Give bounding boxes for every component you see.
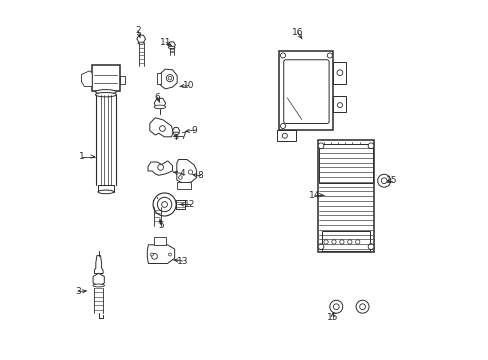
Text: 12: 12 [183,200,195,209]
Circle shape [333,304,339,310]
Bar [92,65,120,91]
Ellipse shape [154,105,165,109]
Polygon shape [120,76,125,84]
Bar [276,130,296,141]
Text: 5: 5 [158,220,163,230]
Ellipse shape [98,190,114,194]
Ellipse shape [138,42,144,44]
Circle shape [280,53,285,58]
Bar [177,182,191,189]
Circle shape [280,123,285,129]
Polygon shape [81,71,92,86]
Circle shape [347,240,351,244]
Polygon shape [177,159,196,183]
Circle shape [151,253,157,259]
Circle shape [150,253,153,256]
Circle shape [168,76,171,80]
Ellipse shape [153,206,161,208]
Circle shape [153,193,176,216]
Bar [321,231,369,251]
Circle shape [367,244,373,249]
Ellipse shape [95,93,116,97]
Bar [153,237,166,245]
Circle shape [318,244,323,249]
Text: 3: 3 [75,287,81,296]
Circle shape [359,304,365,310]
Text: 8: 8 [197,171,203,180]
Polygon shape [94,256,103,274]
Circle shape [337,103,342,108]
Circle shape [377,174,390,187]
Circle shape [336,70,342,76]
Text: 16: 16 [291,28,303,37]
Text: 11: 11 [160,38,171,47]
Circle shape [339,240,344,244]
Text: 6: 6 [154,93,160,102]
Text: 1: 1 [79,152,84,161]
Ellipse shape [93,284,104,287]
Polygon shape [160,69,177,89]
Circle shape [162,202,167,207]
Text: 2: 2 [135,26,141,35]
Circle shape [159,126,165,131]
Circle shape [355,300,368,313]
Polygon shape [148,161,172,175]
Bar [157,73,161,84]
Circle shape [355,240,359,244]
Ellipse shape [168,46,175,49]
Bar [98,185,114,192]
Circle shape [168,253,171,256]
Text: 13: 13 [177,256,188,265]
Bar [176,200,185,209]
Circle shape [323,240,327,244]
Text: 14: 14 [308,191,320,199]
Circle shape [318,143,323,149]
Bar [333,62,346,84]
Circle shape [178,176,182,179]
Circle shape [381,178,386,184]
Polygon shape [147,245,174,264]
Text: 10: 10 [183,81,194,90]
Text: 9: 9 [191,126,197,135]
Bar [318,140,373,252]
Text: 15: 15 [386,176,397,185]
Ellipse shape [95,90,116,94]
Bar [279,51,333,130]
Text: 4: 4 [180,169,185,178]
Circle shape [282,133,287,138]
Circle shape [188,170,192,174]
Polygon shape [149,118,173,137]
Ellipse shape [172,132,179,134]
Bar [319,144,372,183]
Circle shape [166,75,173,82]
Circle shape [157,197,171,212]
Text: 7: 7 [180,132,186,140]
Circle shape [158,165,163,170]
Circle shape [331,240,335,244]
Circle shape [326,53,332,58]
Text: 15: 15 [326,313,338,322]
FancyBboxPatch shape [283,60,328,123]
Circle shape [329,300,342,313]
Bar [333,96,346,112]
Circle shape [367,143,373,149]
